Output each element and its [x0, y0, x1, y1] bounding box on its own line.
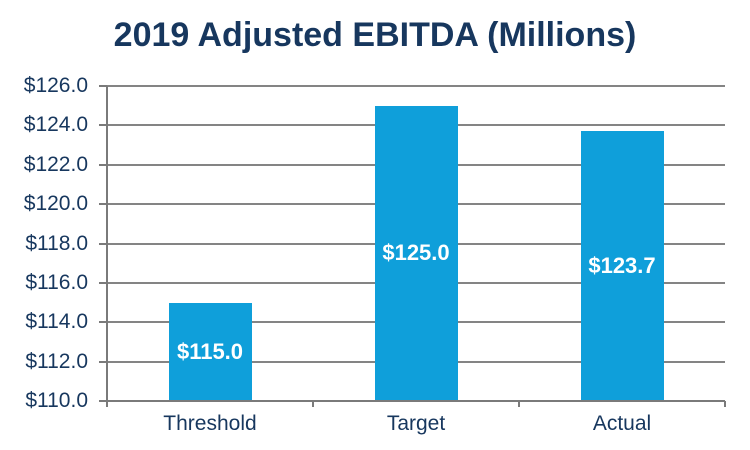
- y-axis-tick-label: $114.0: [25, 310, 88, 334]
- y-axis-tick-label: $126.0: [23, 74, 88, 97]
- bar-actual: $123.7: [580, 131, 664, 401]
- y-axis-tick: [99, 242, 107, 245]
- y-axis-tick: [99, 124, 107, 127]
- y-axis-tick: [99, 321, 107, 324]
- y-axis-tick: [99, 400, 107, 402]
- gridline: [107, 85, 725, 87]
- y-axis-tick: [99, 203, 107, 206]
- y-axis-tick-label: $118.0: [25, 231, 88, 255]
- y-axis-tick: [99, 360, 107, 363]
- bar-threshold: $115.0: [168, 302, 252, 401]
- x-axis-line: [107, 400, 725, 402]
- y-axis-line: [106, 86, 108, 407]
- x-axis-tick: [518, 401, 520, 407]
- y-axis-tick-label: $110.0: [25, 389, 88, 412]
- x-axis-category-label: Threshold: [163, 412, 257, 435]
- bar-value-label: $123.7: [588, 253, 656, 279]
- y-axis-tick: [99, 163, 107, 166]
- chart-title: 2019 Adjusted EBITDA (Millions): [113, 16, 637, 54]
- y-axis-tick-label: $112.0: [25, 349, 88, 373]
- x-axis-tick: [312, 401, 314, 407]
- bar-value-label: $125.0: [382, 240, 450, 266]
- x-axis-category-label: Actual: [592, 412, 652, 435]
- y-axis-tick: [99, 85, 107, 87]
- x-axis-tick: [724, 401, 726, 407]
- y-axis-tick: [99, 281, 107, 284]
- y-axis-tick-label: $124.0: [23, 113, 88, 137]
- bar-value-label: $115.0: [176, 338, 244, 364]
- y-axis-tick-label: $120.0: [23, 192, 88, 216]
- y-axis-tick-label: $122.0: [23, 152, 88, 176]
- y-axis-tick-label: $116.0: [25, 270, 88, 294]
- bar-target: $125.0: [374, 105, 458, 401]
- x-axis-category-label: Target: [386, 412, 446, 435]
- x-axis-tick: [106, 401, 108, 407]
